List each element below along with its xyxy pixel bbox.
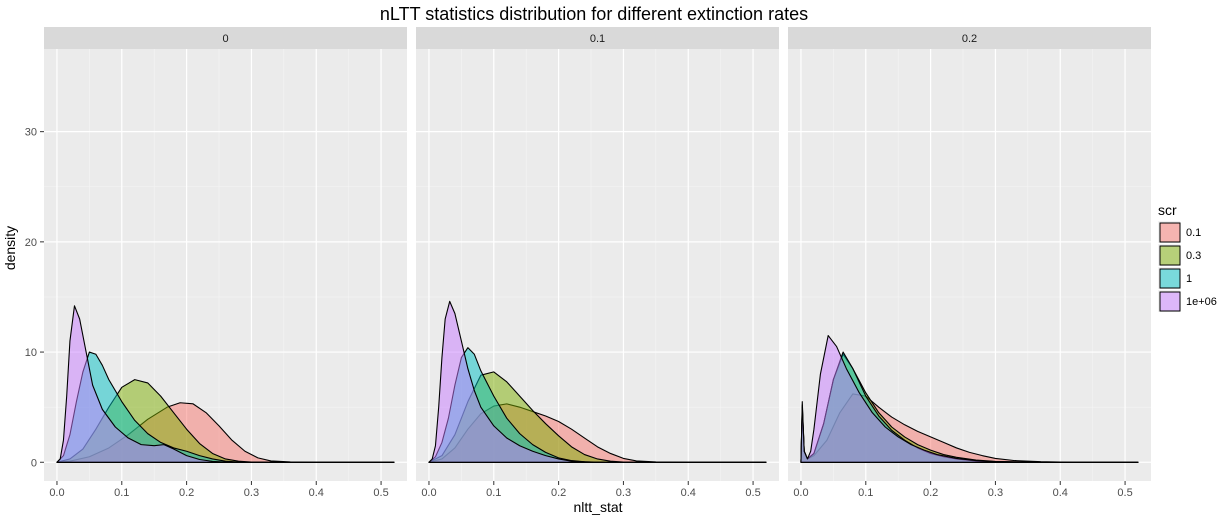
facet-strip-label: 0.1 <box>590 33 605 45</box>
x-axis-label: nltt_stat <box>573 499 622 515</box>
legend-label: 0.3 <box>1186 250 1201 262</box>
legend-swatch <box>1159 268 1181 289</box>
y-tick-label: 20 <box>25 237 37 249</box>
x-tick-label: 0.1 <box>114 487 129 499</box>
x-tick-label: 0.5 <box>1117 487 1132 499</box>
x-tick-label: 0.0 <box>421 487 436 499</box>
x-tick-label: 0.5 <box>373 487 388 499</box>
y-tick-label: 0 <box>31 457 37 469</box>
facet-strip <box>788 27 1151 49</box>
x-tick-label: 0.0 <box>49 487 64 499</box>
x-tick-label: 0.3 <box>616 487 631 499</box>
y-tick-label: 30 <box>25 127 37 139</box>
x-tick-label: 0.2 <box>923 487 938 499</box>
x-tick-label: 0.0 <box>793 487 808 499</box>
legend-swatch <box>1159 222 1181 243</box>
x-tick-label: 0.2 <box>551 487 566 499</box>
legend-label: 0.1 <box>1186 227 1201 239</box>
legend: scr 0.1 0.3 1 1e+06 <box>1158 202 1217 312</box>
legend-title: scr <box>1158 202 1177 218</box>
x-tick-label: 0.4 <box>1053 487 1068 499</box>
chart-title: nLTT statistics distribution for differe… <box>380 4 808 24</box>
legend-swatch <box>1159 245 1181 266</box>
density-area-1e-06 <box>428 300 767 463</box>
facet-strip <box>416 27 779 49</box>
y-tick-label: 10 <box>25 347 37 359</box>
x-tick-label: 0.5 <box>745 487 760 499</box>
facet-panel: 0.1 0.0 0.1 0.2 0.3 0.4 0.5 <box>416 27 779 499</box>
facet-panel: 0 0.0 0.1 0.2 0.3 0.4 0.5 0 10 20 30 <box>25 27 407 499</box>
x-tick-label: 0.1 <box>486 487 501 499</box>
legend-label: 1e+06 <box>1186 296 1217 308</box>
density-area-1e-06 <box>56 305 395 463</box>
legend-label: 1 <box>1186 273 1192 285</box>
x-tick-label: 0.2 <box>179 487 194 499</box>
facet-strip-label: 0 <box>222 33 228 45</box>
x-tick-label: 0.4 <box>681 487 696 499</box>
density-area-1e-06 <box>800 334 1139 463</box>
x-tick-label: 0.3 <box>988 487 1003 499</box>
x-tick-label: 0.3 <box>244 487 259 499</box>
facet-strip <box>44 27 407 49</box>
legend-swatch <box>1159 291 1181 312</box>
facet-panel: 0.2 0.0 0.1 0.2 0.3 0.4 0.5 <box>788 27 1151 499</box>
x-tick-label: 0.4 <box>309 487 324 499</box>
x-tick-label: 0.1 <box>858 487 873 499</box>
legend-keys: 0.1 0.3 1 1e+06 <box>1158 221 1217 312</box>
y-axis-label: density <box>2 226 18 270</box>
facet-strip-label: 0.2 <box>962 33 977 45</box>
